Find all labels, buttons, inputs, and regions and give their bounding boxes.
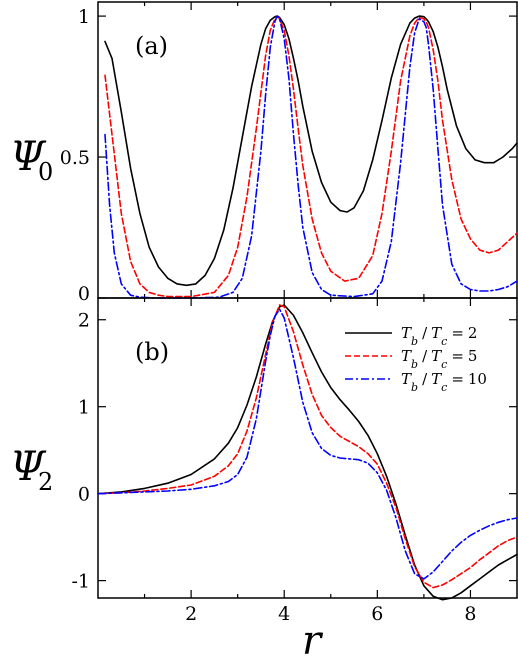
panel-a-ylabel-subscript: 0 [38, 158, 53, 186]
series-line [104, 15, 518, 298]
plot-b-ytick-labels: -1 0 1 2 [71, 310, 90, 593]
x-tick-label: 2 [185, 603, 197, 625]
panel-b-ylabel: Ψ 2 [10, 444, 53, 496]
legend-entry: Tb / Tc = 5 [345, 347, 477, 371]
y-tick-label: 0 [78, 283, 90, 305]
panel-a-label: (a) [135, 32, 168, 60]
plot-a-series [104, 15, 518, 299]
panel-a: 00.51 (a) Ψ 0 [10, 1, 518, 305]
y-tick-label: 0.5 [60, 147, 90, 169]
legend: Tb / Tc = 2 Tb / Tc = 5 Tb / Tc = 10 [345, 324, 487, 394]
legend-entry: Tb / Tc = 10 [345, 370, 487, 394]
y-tick-label: -1 [71, 571, 90, 593]
y-tick-label: 1 [78, 6, 90, 28]
plot-b-frame [97, 297, 518, 599]
x-axis-label: r [302, 618, 324, 661]
legend-entry: Tb / Tc = 2 [345, 324, 477, 348]
plot-b-series [97, 304, 518, 601]
y-tick-label: 1 [78, 397, 90, 419]
panel-b-ylabel-symbol: Ψ [10, 444, 47, 490]
series-line [97, 304, 518, 601]
x-tick-label: 4 [278, 603, 290, 625]
panel-b-label: (b) [135, 338, 169, 366]
panel-b-ylabel-subscript: 2 [38, 468, 53, 496]
series-line [104, 15, 518, 287]
series-line [97, 308, 518, 580]
series-line [104, 15, 518, 299]
panel-b: -1 0 1 2 2 4 6 8 (b) Ψ 2 r Tb / Tc = 2 Tb / Tc = 5 [10, 297, 518, 661]
x-tick-label: 6 [371, 603, 383, 625]
legend-label: Tb / Tc = 10 [401, 370, 487, 394]
y-tick-label: 2 [78, 310, 90, 332]
panel-a-ylabel-symbol: Ψ [10, 134, 47, 180]
x-tick-label: 8 [464, 603, 476, 625]
series-line [97, 304, 518, 589]
plot-a-ytick-labels: 00.51 [60, 6, 90, 305]
legend-label: Tb / Tc = 5 [401, 347, 477, 371]
plot-b-xtick-labels: 2 4 6 8 [185, 603, 476, 625]
plot-b-ticks [98, 298, 517, 598]
legend-label: Tb / Tc = 2 [401, 324, 477, 348]
panel-a-ylabel: Ψ 0 [10, 134, 53, 186]
y-tick-label: 0 [78, 484, 90, 506]
